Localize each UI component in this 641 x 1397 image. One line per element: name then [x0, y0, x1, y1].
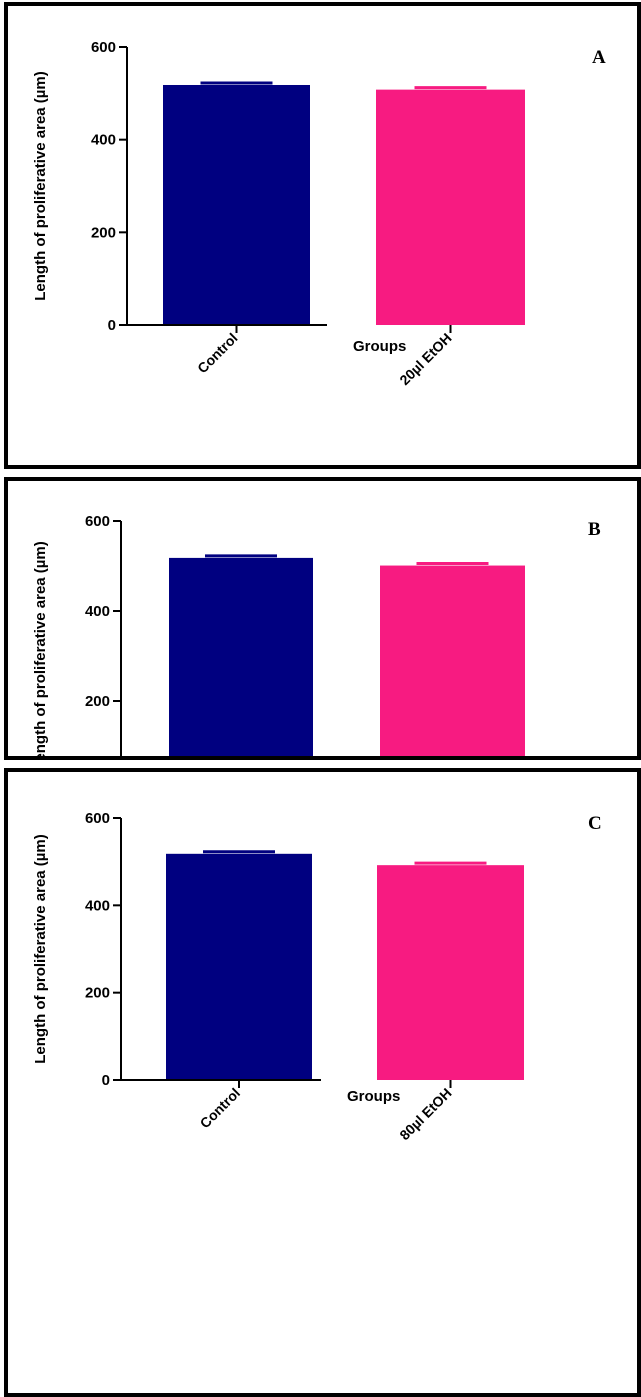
chart-panel-a: 0 200 400 600 Control 20µl EtOH Groups Length o…: [4, 2, 641, 469]
bar: [380, 565, 525, 756]
y-tick-label: 200: [85, 693, 110, 710]
y-axis-label: Length of proliferative area (µm): [32, 834, 49, 1064]
y-axis-label: Length of proliferative area (µm): [32, 541, 49, 756]
y-tick-label: 0: [102, 1072, 110, 1089]
chart-panel-c: 0 200 400 600 Control 80µl EtOH Groups Length o…: [4, 768, 641, 1397]
panel-letter: C: [588, 813, 602, 834]
y-tick-label: 0: [108, 317, 116, 334]
bar: [169, 557, 313, 756]
y-tick-label: 600: [91, 39, 116, 56]
bar: [166, 853, 312, 1080]
y-axis-label: Length of proliferative area (µm): [32, 71, 49, 301]
bar: [163, 84, 310, 325]
y-tick-label: 200: [85, 985, 110, 1002]
bar: [377, 865, 524, 1080]
y-tick-label: 200: [91, 224, 116, 241]
x-tick-label: Control: [194, 330, 241, 377]
y-tick-label: 400: [85, 897, 110, 914]
panel-letter: B: [588, 519, 601, 540]
bar: [376, 89, 525, 325]
y-tick-label: 600: [85, 810, 110, 827]
x-axis-label: Groups: [353, 338, 406, 355]
x-tick-label: 80µl EtOH: [396, 1085, 454, 1143]
x-tick-label: Control: [197, 1085, 244, 1132]
y-tick-label: 400: [85, 603, 110, 620]
x-axis-label: Groups: [347, 1088, 400, 1105]
y-tick-label: 400: [91, 132, 116, 149]
panel-letter: A: [592, 47, 606, 68]
y-tick-label: 600: [85, 513, 110, 530]
